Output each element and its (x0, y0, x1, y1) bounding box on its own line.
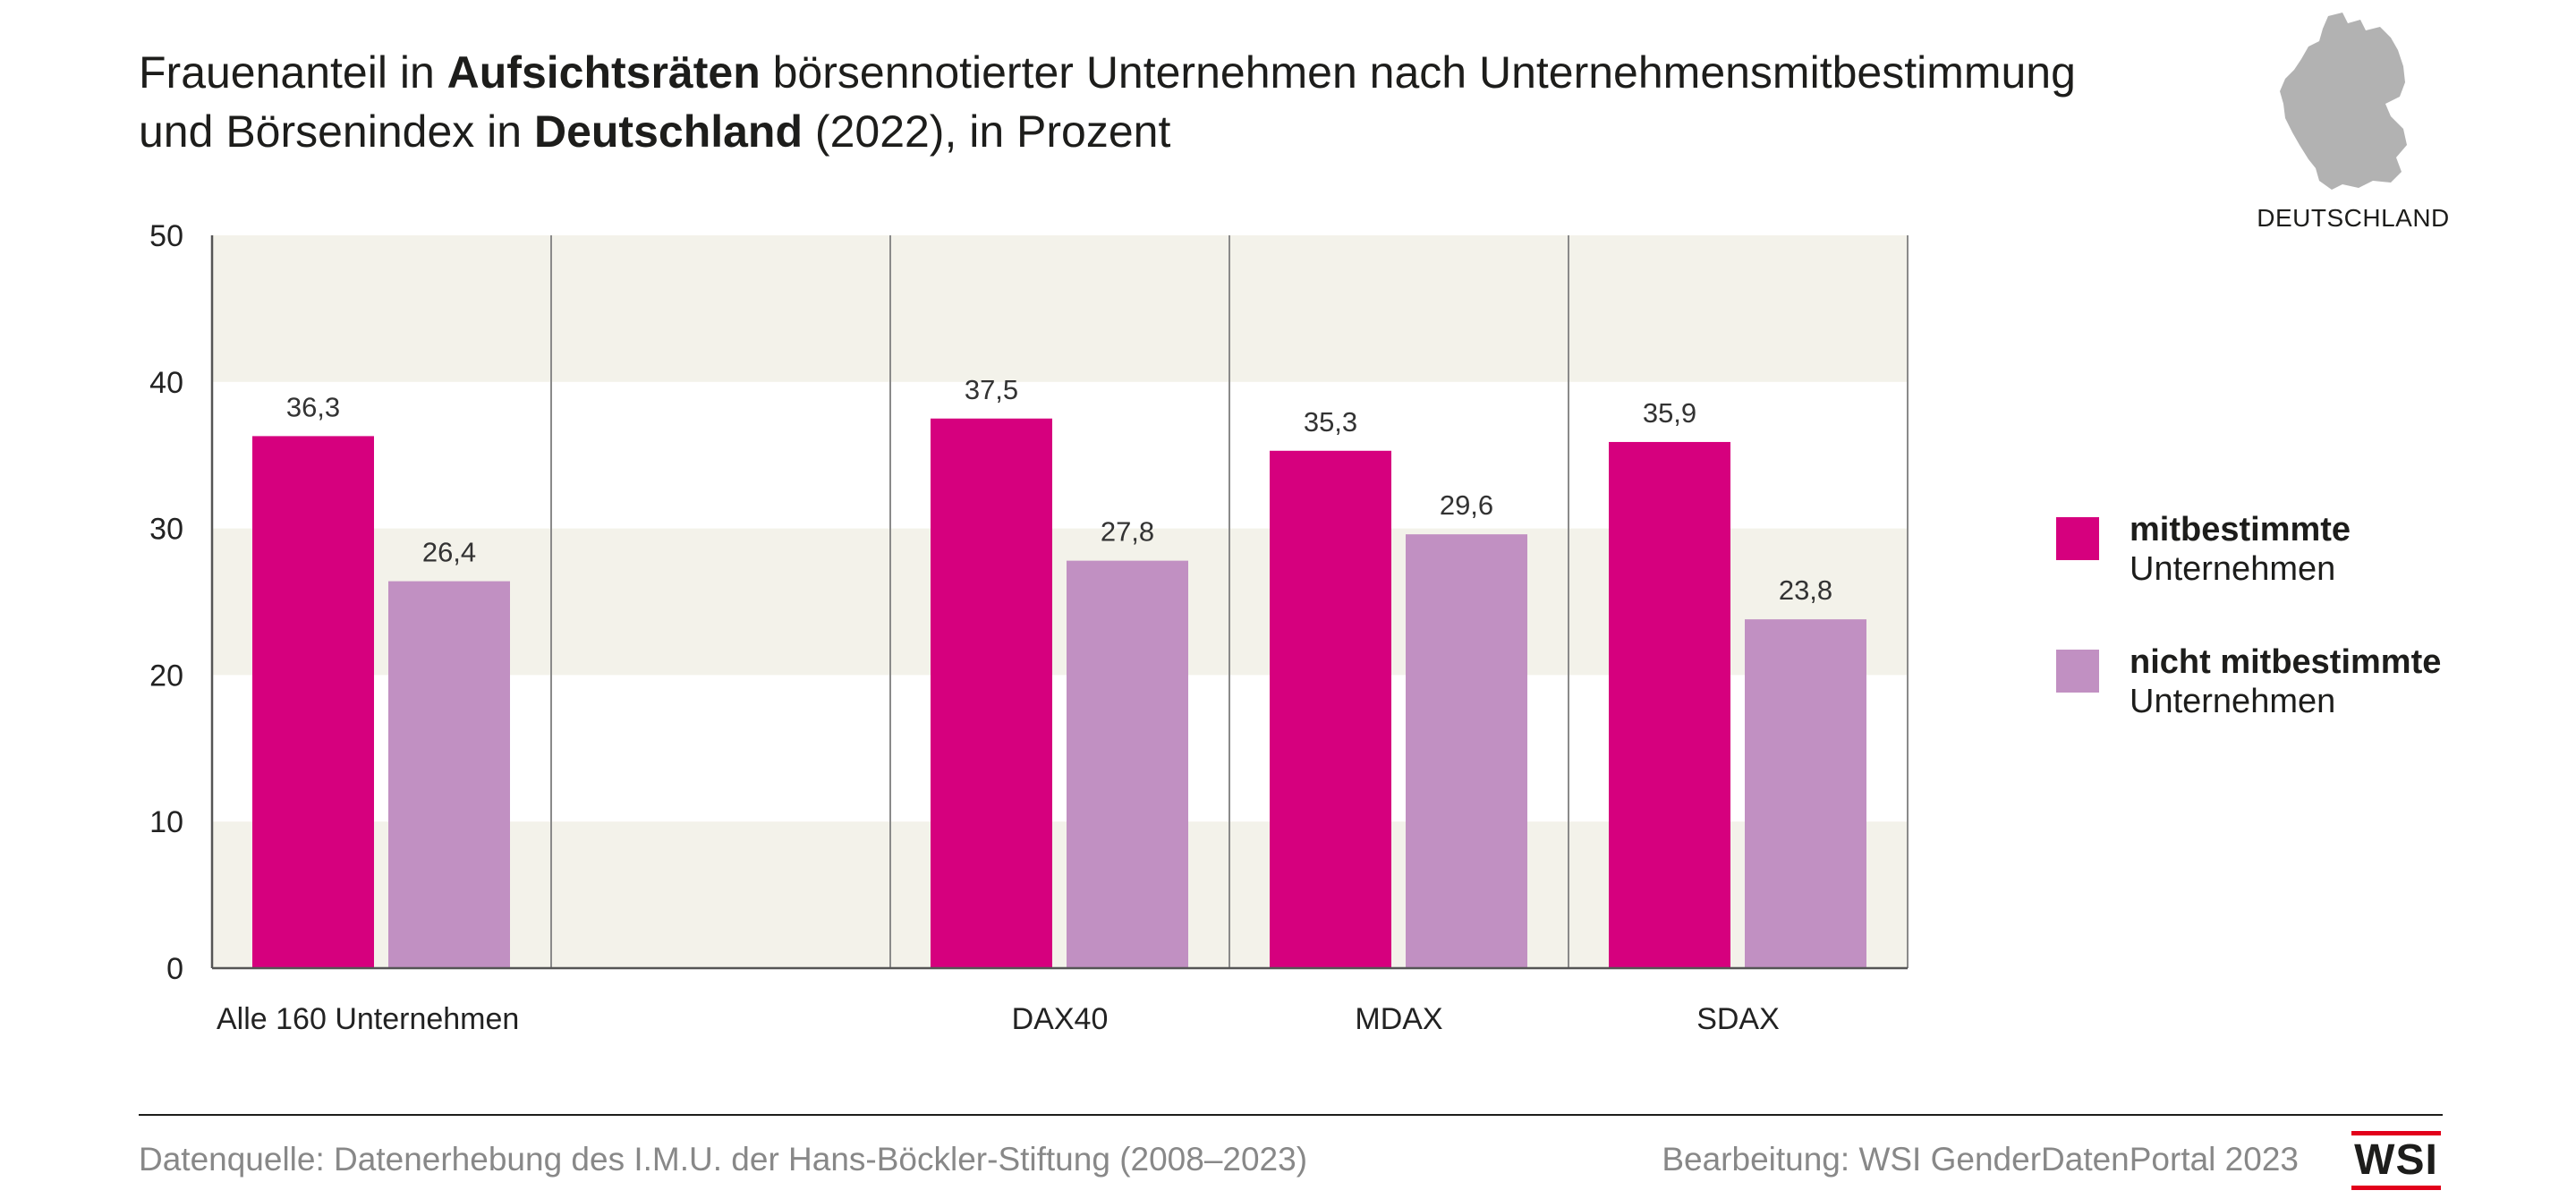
legend-label-bold: mitbestimmte (2130, 511, 2351, 548)
y-tick-label: 50 (149, 219, 183, 253)
legend-swatch-mitbestimmte (2056, 517, 2099, 560)
y-tick-label: 40 (149, 366, 183, 400)
y-tick-label: 20 (149, 659, 183, 693)
wsi-logo-text: WSI (2354, 1136, 2438, 1184)
wsi-logo-bottom-bar (2351, 1186, 2441, 1190)
value-label: 35,3 (1304, 406, 1357, 438)
value-label: 23,8 (1779, 574, 1832, 606)
category-label: DAX40 (1012, 1002, 1109, 1036)
value-label: 37,5 (965, 374, 1018, 405)
bar-chart: 36,3 26,4 37,5 27,8 35,3 29,6 35,9 23,8 0 10 20 30… (149, 219, 1909, 1036)
title-bold-2: Deutschland (533, 106, 803, 157)
bar-mitbestimmt (1270, 450, 1391, 968)
title-part-3: und Börsenindex in (139, 106, 534, 157)
value-label: 29,6 (1440, 489, 1493, 521)
legend-label-regular: Unternehmen (2130, 683, 2336, 720)
value-label: 35,9 (1643, 397, 1696, 429)
title-bold-1: Aufsichtsräten (446, 47, 761, 98)
title-part-2: börsennotierter Unternehmen nach Unterne… (760, 47, 2076, 98)
category-label: MDAX (1355, 1002, 1442, 1036)
chart-title: Frauenanteil in Aufsichtsräten börsennot… (139, 43, 2197, 161)
grid-band (212, 235, 1908, 382)
bar-nicht-mitbestimmt (1745, 619, 1866, 968)
y-tick-label: 10 (149, 805, 183, 839)
category-label: SDAX (1696, 1002, 1780, 1036)
wsi-logo-top-bar (2351, 1131, 2441, 1135)
title-part-4: (2022), in Prozent (803, 106, 1171, 157)
germany-label: DEUTSCHLAND (2257, 204, 2450, 232)
bar-mitbestimmt (931, 418, 1052, 968)
legend-label-regular: Unternehmen (2130, 550, 2336, 588)
value-label: 26,4 (422, 537, 476, 568)
legend-swatch-nicht-mitbestimmte (2056, 650, 2099, 693)
y-tick-label: 30 (149, 513, 183, 547)
legend-label-bold: nicht mitbestimmte (2130, 643, 2442, 681)
value-label: 27,8 (1101, 516, 1154, 548)
data-source: Datenquelle: Datenerhebung des I.M.U. de… (139, 1141, 1308, 1178)
bar-nicht-mitbestimmt (388, 581, 510, 968)
bar-mitbestimmt (252, 436, 374, 968)
y-tick-label: 0 (166, 952, 183, 986)
credit-line: Bearbeitung: WSI GenderDatenPortal 2023 (1662, 1141, 2299, 1178)
wsi-logo: WSI (2351, 1131, 2441, 1190)
bar-nicht-mitbestimmt (1406, 534, 1527, 968)
bar-mitbestimmt (1609, 441, 1730, 968)
germany-map-icon (2280, 13, 2407, 190)
title-part-1: Frauenanteil in (139, 47, 447, 98)
bar-nicht-mitbestimmt (1067, 560, 1188, 968)
category-label: Alle 160 Unternehmen (217, 1002, 519, 1036)
footer-divider (139, 1114, 2443, 1116)
value-label: 36,3 (286, 391, 340, 422)
